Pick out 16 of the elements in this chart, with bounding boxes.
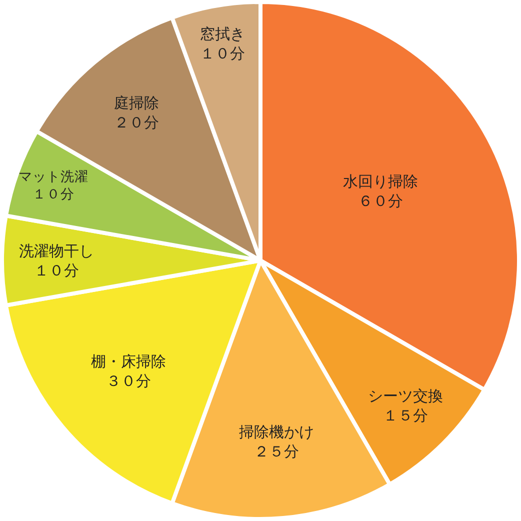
slice-label: 洗濯物干し [19, 242, 94, 260]
data-label: ３０分 [106, 372, 151, 390]
data-label: １０分 [34, 261, 80, 280]
data-label: １０分 [200, 44, 245, 62]
data-label: ２０分 [114, 114, 160, 132]
data-label: １５分 [383, 406, 428, 424]
data-label: １０分 [32, 186, 75, 203]
slice-label: マット洗濯 [18, 168, 89, 185]
slice-label: 棚・床掃除 [90, 352, 166, 371]
slice-label: 庭掃除 [114, 94, 160, 112]
slice-label: シーツ交換 [368, 386, 444, 405]
slice-label: 掃除機かけ [238, 422, 314, 441]
data-label: ２５分 [254, 442, 299, 460]
slice-label: 水回り掃除 [342, 172, 418, 190]
slice-label: 窓拭き [200, 24, 245, 43]
data-label: ６０分 [358, 192, 403, 210]
